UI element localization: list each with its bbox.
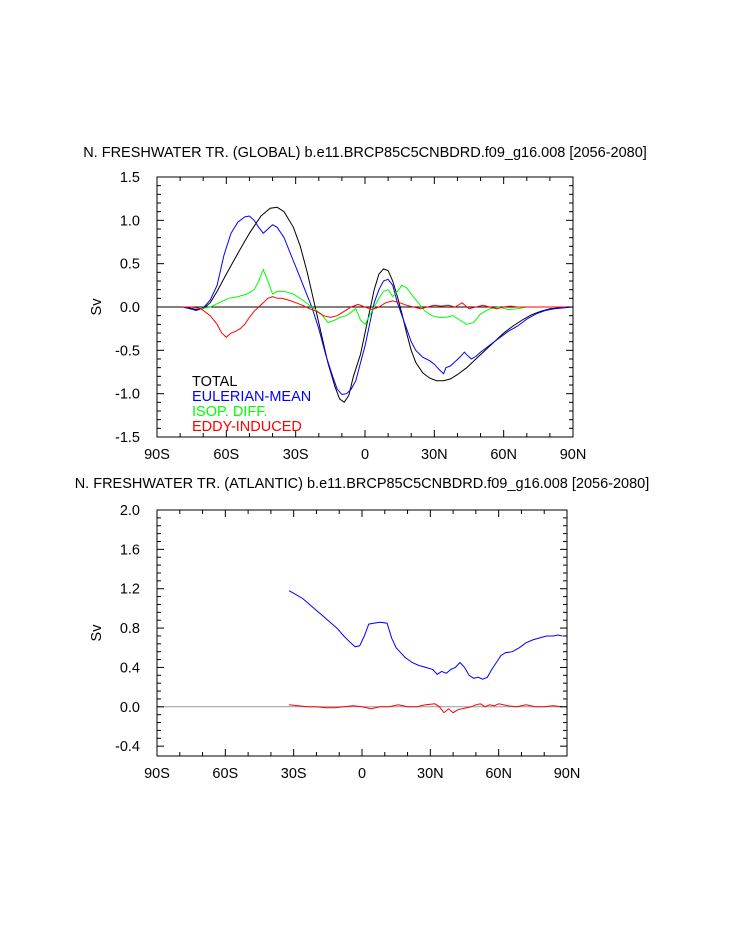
legend-entry: TOTAL [192, 374, 237, 390]
chart-title: N. FRESHWATER TR. (GLOBAL) b.e11.BRCP85C… [83, 145, 647, 161]
y-tick-label: 0.0 [120, 300, 140, 316]
x-tick-label: 0 [361, 447, 369, 463]
y-tick-label: 1.5 [120, 170, 140, 186]
legend-entry: EDDY-INDUCED [192, 419, 302, 435]
y-axis-label: Sv [89, 624, 105, 642]
series-line-eddy-induced [182, 296, 573, 338]
x-tick-label: 30S [283, 447, 309, 463]
y-tick-label: 1.6 [120, 542, 140, 558]
series-line-eddy-induced [289, 703, 563, 714]
y-tick-label: 0.8 [120, 621, 140, 637]
x-tick-label: 60S [213, 447, 239, 463]
chart-panel-1: N. FRESHWATER TR. (GLOBAL) b.e11.BRCP85C… [83, 145, 647, 463]
series-line-total [182, 206, 573, 404]
x-tick-label: 60S [212, 766, 238, 782]
y-tick-label: -0.4 [115, 739, 140, 755]
series-line-eulerian-mean [182, 215, 574, 396]
chart-panel-2: N. FRESHWATER TR. (ATLANTIC) b.e11.BRCP8… [75, 476, 650, 782]
x-tick-label: 90N [554, 766, 581, 782]
x-tick-label: 90N [560, 447, 587, 463]
chart-title: N. FRESHWATER TR. (ATLANTIC) b.e11.BRCP8… [75, 476, 650, 492]
x-tick-label: 30S [281, 766, 307, 782]
x-tick-label: 30N [421, 447, 448, 463]
plot-frame [156, 509, 568, 757]
y-tick-label: -1.5 [115, 430, 140, 446]
x-tick-label: 0 [358, 766, 366, 782]
y-tick-label: 0.4 [120, 660, 140, 676]
series-line-eulerian-mean [288, 590, 563, 680]
y-tick-label: 1.2 [120, 582, 140, 598]
y-tick-label: 1.0 [120, 213, 140, 229]
x-tick-label: 90S [144, 447, 170, 463]
x-tick-label: 60N [485, 766, 512, 782]
y-tick-label: 2.0 [120, 503, 140, 519]
x-tick-label: 30N [417, 766, 444, 782]
legend-entry: ISOP. DIFF. [192, 404, 267, 420]
x-tick-label: 90S [144, 766, 170, 782]
y-axis-label: Sv [89, 298, 105, 316]
y-tick-label: 0.5 [120, 257, 140, 273]
x-tick-label: 60N [490, 447, 517, 463]
y-tick-label: -0.5 [115, 343, 140, 359]
y-tick-label: -1.0 [115, 387, 140, 403]
legend-entry: EULERIAN-MEAN [192, 389, 311, 405]
series-line-isop-diff [182, 268, 573, 326]
y-tick-label: 0.0 [120, 700, 140, 716]
